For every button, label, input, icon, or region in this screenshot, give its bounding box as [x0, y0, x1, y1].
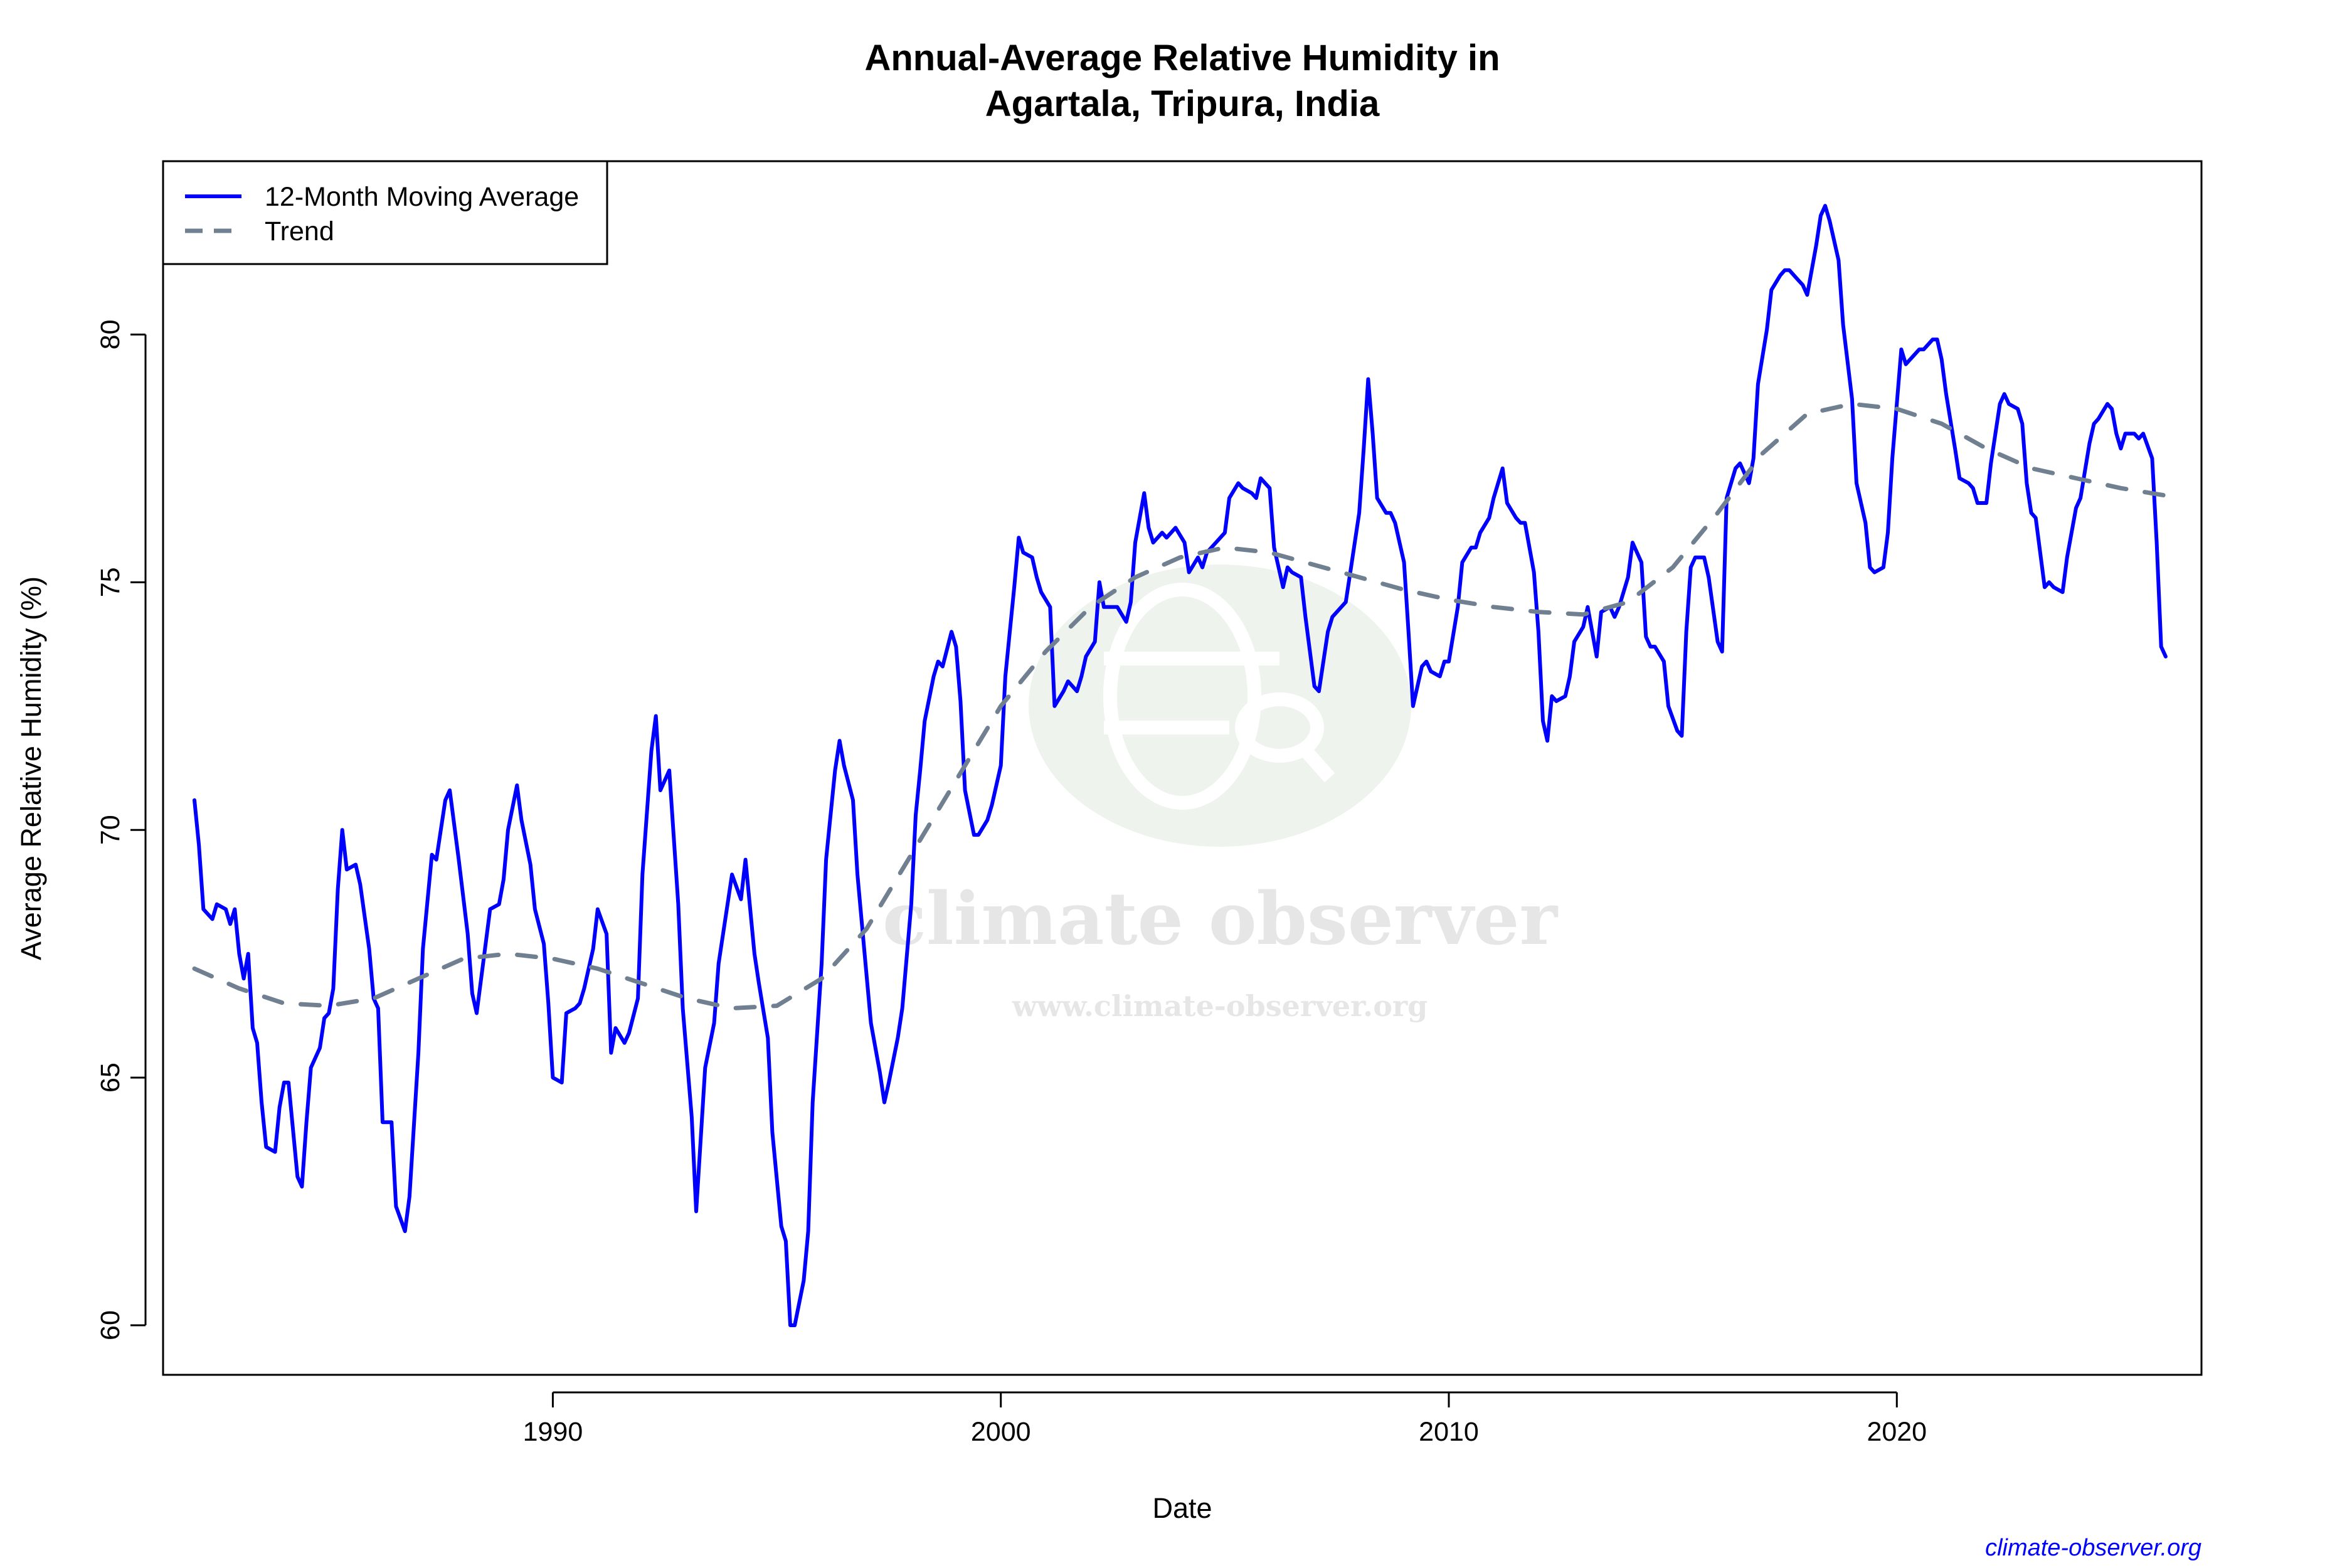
plot-frame [162, 160, 2203, 1376]
watermark-globe-lines [1103, 583, 1335, 810]
chart-title-line-1: Annual-Average Relative Humidity in [864, 38, 1500, 78]
y-tick-label: 80 [95, 320, 125, 350]
axes: 1990 2000 2010 2020 60 65 70 75 80 [95, 320, 1927, 1447]
y-tick-label: 70 [95, 815, 125, 845]
y-tick-label: 65 [95, 1062, 125, 1093]
x-tick-label: 2000 [971, 1417, 1031, 1447]
x-axis-label: Date [1152, 1492, 1212, 1524]
legend-box [162, 160, 608, 265]
trend-line [192, 401, 2168, 1011]
y-tick-label: 75 [95, 567, 125, 597]
legend-label-trend: Trend [265, 216, 334, 246]
moving-average-line [193, 204, 2168, 1327]
y-axis-label: Average Relative Humidity (%) [15, 576, 47, 960]
x-tick-label: 2020 [1867, 1417, 1927, 1447]
x-tick-label: 1990 [523, 1417, 583, 1447]
chart-title-line-2: Agartala, Tripura, India [985, 83, 1380, 124]
watermark-url: www.climate-observer.org [1012, 989, 1428, 1023]
legend: 12-Month Moving Average Trend [162, 160, 608, 265]
y-tick-label: 60 [95, 1310, 125, 1340]
watermark-brand: climate observer [882, 877, 1559, 961]
watermark: climate observer www.climate-observer.or… [882, 564, 1559, 1023]
x-tick-label: 2010 [1419, 1417, 1479, 1447]
series-layer [192, 204, 2168, 1327]
credit-link[interactable]: climate-observer.org [1985, 1535, 2201, 1561]
legend-label-moving-average: 12-Month Moving Average [265, 182, 579, 212]
